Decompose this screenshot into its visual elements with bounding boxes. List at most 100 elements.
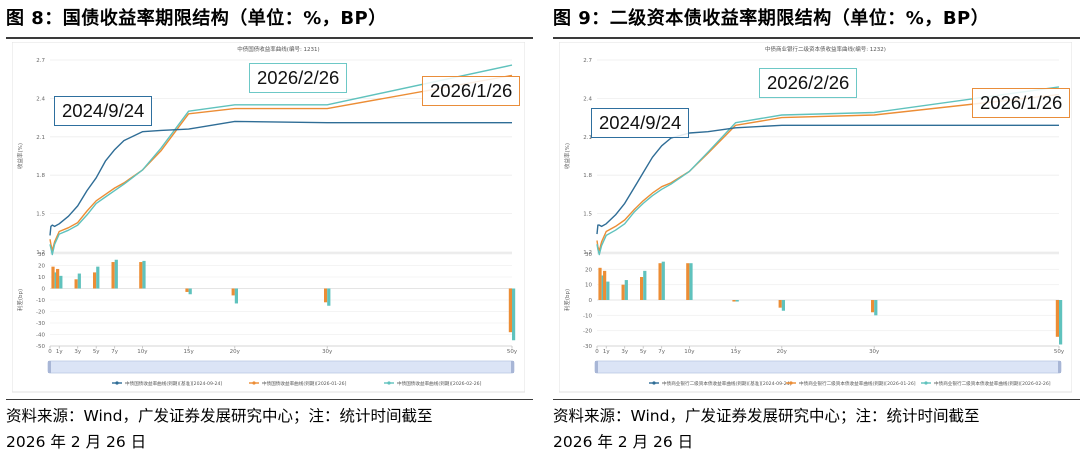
x-tick-label: 0 — [48, 349, 52, 355]
x-tick-label: 20y — [777, 349, 788, 355]
zoom-slider — [594, 360, 1062, 374]
figure-title: 图 9：二级资本债收益率期限结构（单位：%，BP） — [553, 8, 990, 29]
y2-tick-label: -50 — [36, 344, 45, 350]
y-tick-label: 2.1 — [583, 135, 592, 141]
spread-bar-cyan — [643, 270, 647, 300]
y-tick-label: 1.5 — [36, 212, 45, 218]
x-tick-label: 1y — [56, 349, 63, 355]
series-line — [49, 74, 513, 252]
y-tick-label: 2.4 — [36, 96, 45, 102]
y-tick-label: 2.7 — [583, 58, 592, 64]
spread-bar-orange — [732, 300, 736, 302]
y-tick-label: 2.7 — [36, 58, 45, 64]
legend-marker — [924, 381, 928, 385]
x-tick-label: 10y — [137, 349, 148, 355]
legend-label: 中债商业银行二级资本债收益率曲线(到期)[2026-02-26] — [934, 380, 1051, 387]
x-tick-label: 3y — [621, 349, 628, 355]
bottom-rule — [553, 399, 1080, 400]
spread-bar-cyan — [234, 288, 238, 304]
y2-tick-label: -20 — [583, 329, 592, 335]
figure-9-panel: 图 9：二级资本债收益率期限结构（单位：%，BP） 中债商业银行二级资本债收益率… — [553, 0, 1080, 462]
x-tick-label: 15y — [730, 349, 741, 355]
x-tick-label: 3y — [74, 349, 81, 355]
y2-axis-title: 利差(bp) — [563, 289, 571, 311]
spread-bar-cyan — [781, 300, 785, 311]
x-tick-label: 7y — [111, 349, 118, 355]
spread-bar-orange — [658, 263, 662, 300]
x-tick-label: 50y — [507, 349, 518, 355]
zoom-slider-handle-right — [511, 361, 514, 373]
spread-bar-orange — [51, 266, 55, 289]
series-line — [49, 64, 513, 256]
spread-bar-cyan — [512, 288, 516, 341]
y-tick-label: 2.4 — [583, 96, 592, 102]
figure-8-panel: 图 8：国债收益率期限结构（单位：%，BP） 中债国债收益率曲线(编号: 123… — [6, 0, 533, 462]
spread-bar-cyan — [1059, 300, 1063, 345]
spread-bar-cyan — [735, 300, 739, 302]
y2-tick-label: -20 — [36, 310, 45, 316]
y-tick-label: 1.5 — [583, 212, 592, 218]
chart-title: 中债国债收益率曲线(编号: 1231) — [237, 45, 319, 53]
y-tick-label: 2.1 — [36, 135, 45, 141]
series-line — [596, 124, 1059, 235]
legend-marker — [115, 381, 119, 385]
y2-tick-label: 0 — [589, 298, 593, 304]
x-tick-label: 15y — [183, 349, 194, 355]
spread-bar-orange — [74, 279, 78, 289]
x-tick-label: 7y — [658, 349, 665, 355]
x-tick-label: 30y — [322, 349, 333, 355]
spread-bar-orange — [640, 277, 644, 300]
y2-tick-label: 30 — [585, 252, 592, 258]
bottom-rule — [6, 399, 533, 400]
y-tick-label: 1.2 — [583, 250, 592, 256]
x-tick-label: 50y — [1054, 349, 1065, 355]
source-line-1: 资料来源：Wind，广发证券发展研究中心；注：统计时间截至 — [6, 407, 433, 425]
spread-bar-orange — [778, 300, 782, 308]
chart-title: 中债商业银行二级资本债收益率曲线(编号: 1232) — [765, 45, 886, 53]
zoom-slider — [47, 360, 515, 374]
annotation-2026-01-26: 2026/1/26 — [972, 88, 1071, 118]
spread-bar-cyan — [114, 259, 118, 289]
spread-bar-orange — [871, 300, 875, 313]
spread-bar-orange — [603, 270, 607, 300]
spread-bar-cyan — [689, 263, 693, 300]
y-tick-label: 1.2 — [36, 250, 45, 256]
annotation-2024-09-24: 2024/9/24 — [591, 108, 690, 138]
spread-bar-cyan — [188, 288, 192, 295]
legend-marker — [652, 381, 656, 385]
x-tick-label: 5y — [93, 349, 100, 355]
x-tick-label: 30y — [869, 349, 880, 355]
zoom-slider-handle-left — [595, 361, 598, 373]
x-tick-label: 10y — [684, 349, 695, 355]
legend-label: 中债国债收益率曲线(到期)[基准][2024-09-24] — [125, 380, 222, 387]
spread-bar-orange — [231, 288, 235, 296]
zoom-slider-handle-right — [1058, 361, 1061, 373]
legend-label: 中债商业银行二级资本债收益率曲线(到期)[基准][2024-09-24] — [662, 380, 792, 387]
series-line — [49, 120, 512, 236]
spread-bar-orange — [324, 288, 328, 303]
y-tick-label: 1.8 — [36, 173, 45, 179]
y2-tick-label: -40 — [36, 333, 45, 339]
figure-title: 图 8：国债收益率期限结构（单位：%，BP） — [6, 8, 387, 29]
spread-bar-cyan — [661, 261, 665, 300]
spread-bar-cyan — [624, 280, 628, 300]
spread-bar-orange — [508, 288, 512, 333]
x-tick-label: 1y — [603, 349, 610, 355]
spread-bar-cyan — [59, 275, 63, 289]
x-tick-label: 0 — [595, 349, 599, 355]
title-rule — [6, 37, 533, 39]
y2-tick-label: 20 — [38, 264, 45, 270]
legend-marker — [789, 381, 793, 385]
zoom-slider-handle-left — [48, 361, 51, 373]
series-line — [596, 93, 1060, 252]
series-line — [596, 86, 1060, 256]
spread-bar-orange — [56, 268, 60, 289]
y2-tick-label: 0 — [42, 287, 46, 293]
chart-area: 中债商业银行二级资本债收益率曲线(编号: 1232) 1.2 1.5 1.8 2.1 2.… — [559, 42, 1072, 394]
y2-tick-label: 10 — [38, 275, 45, 281]
y2-axis-title: 利差(bp) — [16, 289, 24, 311]
spread-bar-orange — [111, 262, 115, 289]
x-tick-label: 5y — [640, 349, 647, 355]
source-line-2: 2026 年 2 月 26 日 — [6, 433, 147, 451]
annotation-2026-02-26: 2026/2/26 — [759, 68, 858, 98]
